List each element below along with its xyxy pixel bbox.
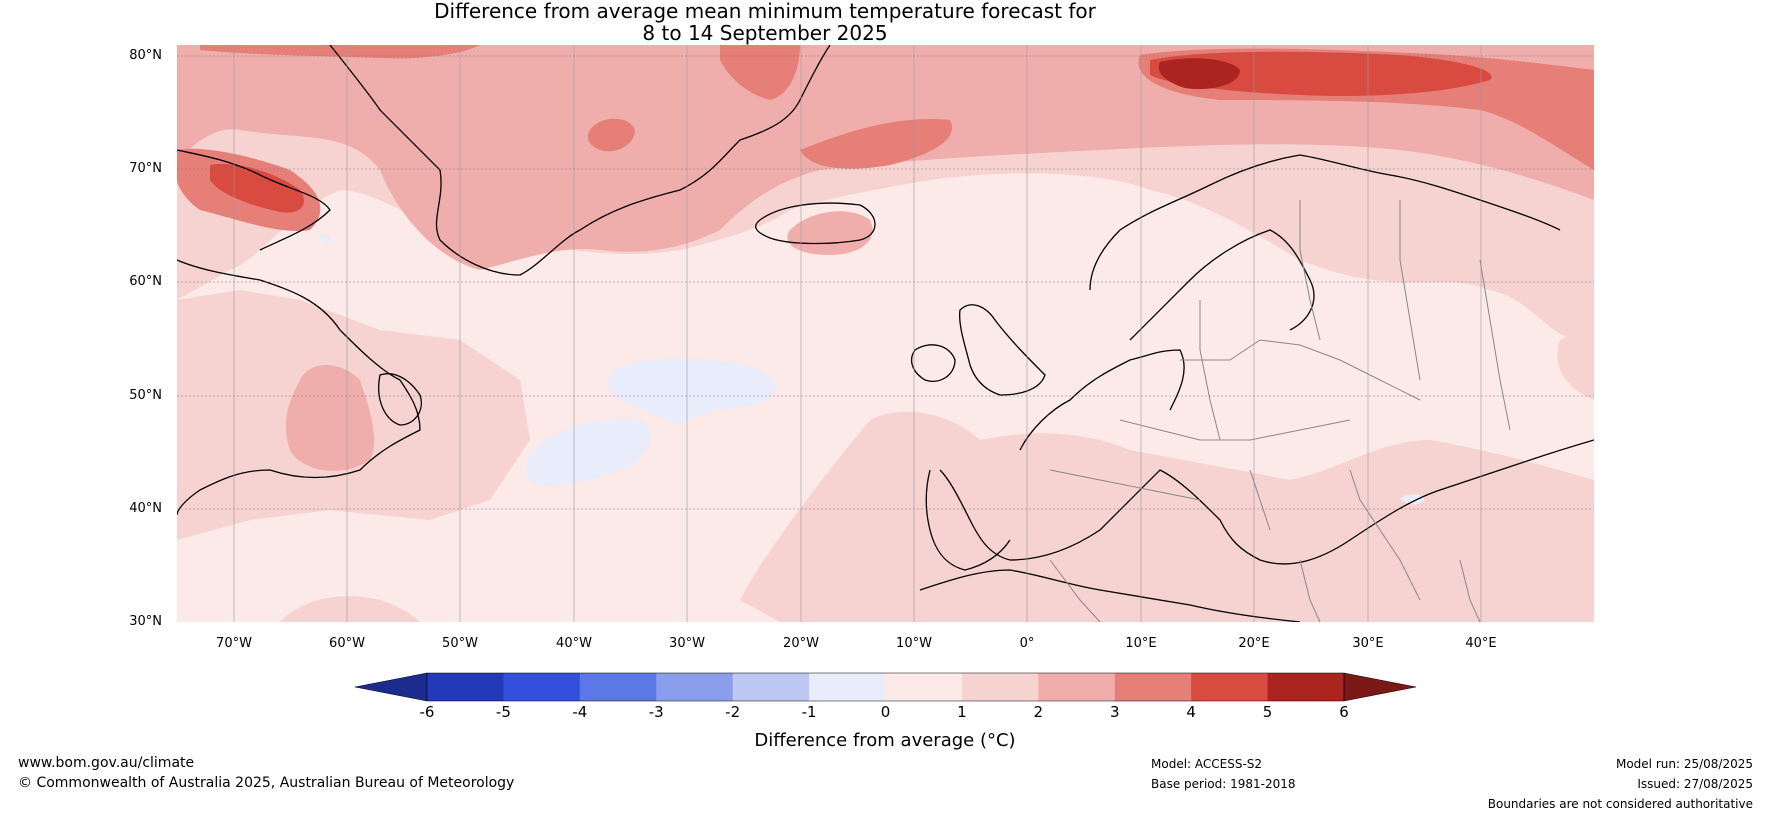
- colorbar-swatch: [503, 673, 581, 701]
- footer-model-run: Model run: 25/08/2025: [1615, 757, 1753, 771]
- lon-label-60w: 60°W: [329, 636, 365, 651]
- lon-label-40w: 40°W: [556, 636, 592, 651]
- lon-label-70w: 70°W: [216, 636, 252, 651]
- lon-label-50w: 50°W: [442, 636, 478, 651]
- colorbar-swatch: [1191, 673, 1269, 701]
- colorbar-extend-max: [1343, 672, 1417, 702]
- anomaly-band-4-5: [1150, 51, 1492, 97]
- coastline-greenland: [329, 45, 831, 276]
- lat-label-70n: 70°N: [129, 161, 162, 176]
- lat-label-80n: 80°N: [129, 48, 162, 63]
- coastline-newfoundland: [378, 373, 422, 426]
- colorbar-swatch: [1267, 673, 1345, 701]
- colorbar-border: [426, 672, 1345, 702]
- colorbar-tick-label: -3: [648, 703, 664, 721]
- coastline-scandinavia: [1089, 154, 1561, 291]
- colorbar-swatch: [656, 673, 734, 701]
- colorbar-swatch: [809, 673, 886, 701]
- lat-label-40n: 40°N: [129, 501, 162, 516]
- graticule-meridians: [233, 45, 1482, 622]
- colorbar-tick-label: 6: [1339, 703, 1349, 721]
- colorbar-tick-label: 5: [1262, 703, 1273, 721]
- colorbar-tick-label: 0: [880, 703, 891, 721]
- colorbar-swatch: [427, 673, 504, 701]
- anomaly-band-neg1-0: [1400, 494, 1425, 505]
- colorbar-swatch: [961, 673, 1039, 701]
- colorbar-tick-label: -2: [725, 703, 741, 721]
- colorbar-tick-label: 2: [1033, 703, 1044, 721]
- anomaly-band-1-2: [1557, 330, 1594, 400]
- colorbar-tick-label: -1: [801, 703, 817, 721]
- lon-label-20e: 20°E: [1238, 636, 1270, 651]
- anomaly-band-neg1-0: [526, 419, 651, 486]
- lon-label-40e: 40°E: [1465, 636, 1497, 651]
- coastline-ireland: [911, 344, 956, 382]
- anomaly-band-3-4: [587, 118, 635, 152]
- graticule: [177, 55, 1594, 510]
- anomaly-band-neg1-0: [320, 233, 331, 244]
- coastline-africa: [919, 569, 1301, 622]
- lon-label-0: 0°: [1019, 636, 1035, 651]
- coastline-labrador: [177, 259, 421, 516]
- map-title-line1: Difference from average mean minimum tem…: [434, 0, 1096, 23]
- anomaly-field: [177, 45, 1594, 622]
- lat-label-30n: 30°N: [129, 614, 162, 629]
- lon-label-10e: 10°E: [1125, 636, 1157, 651]
- lat-label-50n: 50°N: [129, 388, 162, 403]
- colorbar-swatch: [732, 673, 810, 701]
- colorbar-tick-label: -6: [419, 703, 435, 721]
- footer-model: Model: ACCESS-S2: [1151, 757, 1263, 771]
- lat-label-60n: 60°N: [129, 274, 162, 289]
- colorbar-tick-label: 3: [1109, 703, 1120, 721]
- colorbar-tick-label: -5: [495, 703, 511, 721]
- lon-label-30w: 30°W: [669, 636, 705, 651]
- footer-disclaimer: Boundaries are not considered authoritat…: [1487, 797, 1753, 811]
- colorbar-extend-min: [354, 672, 428, 702]
- coastline-great-britain: [959, 304, 1046, 396]
- coastline-iceland: [755, 202, 876, 245]
- country-borders: [1049, 200, 1511, 622]
- coastline-europe: [939, 349, 1594, 565]
- lon-label-30e: 30°E: [1352, 636, 1384, 651]
- anomaly-band-1-2: [740, 411, 1594, 622]
- coastline-iberia: [925, 469, 1011, 571]
- map-title-line2: 8 to 14 September 2025: [642, 21, 888, 45]
- anomaly-band-4-5: [210, 164, 304, 213]
- anomaly-band-5-6: [1158, 58, 1240, 90]
- colorbar-tick-label: 4: [1186, 703, 1196, 721]
- footer-base-period: Base period: 1981-2018: [1151, 777, 1296, 791]
- footer-copyright: © Commonwealth of Australia 2025, Austra…: [18, 775, 515, 791]
- anomaly-band-3-4: [200, 45, 480, 59]
- coastline-baffin: [177, 149, 331, 251]
- anomaly-band-neg1-0: [608, 358, 777, 425]
- coastline-baltic: [1129, 229, 1315, 341]
- colorbar-tick-label: 1: [957, 703, 967, 721]
- coastlines: [177, 45, 1594, 622]
- footer-issued: Issued: 27/08/2025: [1637, 777, 1753, 791]
- colorbar-swatch: [1114, 673, 1192, 701]
- anomaly-band-1-2: [280, 596, 420, 622]
- colorbar-swatches: [354, 672, 1417, 702]
- lon-label-20w: 20°W: [783, 636, 819, 651]
- anomaly-band-3-4: [720, 45, 800, 100]
- footer-website: www.bom.gov.au/climate: [18, 755, 195, 771]
- colorbar-swatch: [885, 673, 963, 701]
- lon-label-10w: 10°W: [896, 636, 932, 651]
- colorbar-swatch: [579, 673, 657, 701]
- colorbar-label: Difference from average (°C): [754, 730, 1016, 751]
- colorbar-swatch: [1038, 673, 1116, 701]
- colorbar-tick-label: -4: [572, 703, 588, 721]
- anomaly-band-2-3: [285, 365, 375, 471]
